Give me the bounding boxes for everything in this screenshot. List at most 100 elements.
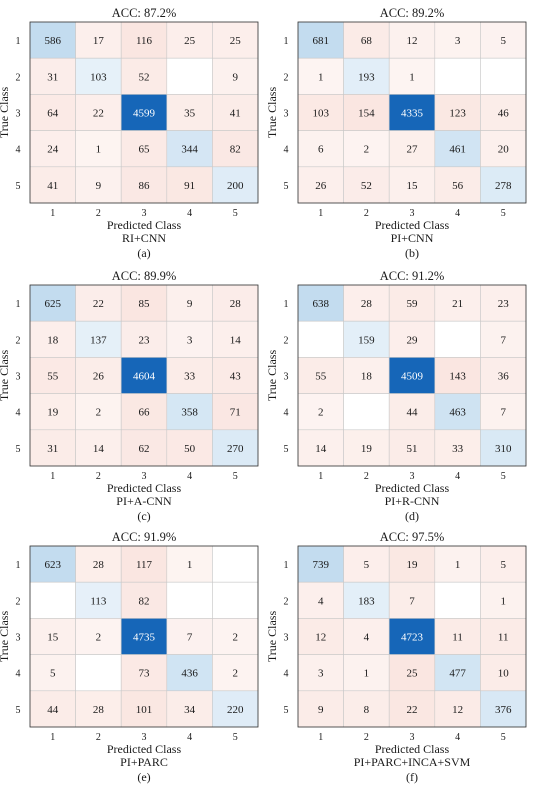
panel-b-xtick-2: 2 bbox=[364, 208, 369, 219]
panel-d-value-3-1: 55 bbox=[315, 371, 327, 383]
panel-a-cell-4-3 bbox=[120, 130, 168, 168]
panel-c-method: PI+A-CNN bbox=[116, 494, 172, 508]
panel-a-cell-2-3 bbox=[120, 57, 168, 95]
panel-c-cell-5-5 bbox=[212, 429, 259, 467]
panel-a-value-5-4: 91 bbox=[184, 180, 195, 192]
panel-b-cell-3-2 bbox=[343, 94, 390, 131]
panel-e-ytick-3: 3 bbox=[16, 633, 21, 644]
panel-e-cell-2-5 bbox=[212, 581, 259, 619]
panel-f-cell-2-5 bbox=[480, 581, 527, 619]
panel-c-value-1-3: 85 bbox=[139, 298, 151, 310]
panel-f-value-5-4: 12 bbox=[452, 704, 463, 716]
panel-a-ytick-3: 3 bbox=[16, 109, 21, 120]
panel-c-cell-5-4 bbox=[166, 429, 213, 467]
panel-b-ytick-5: 5 bbox=[284, 181, 289, 192]
panel-f-cell-1-5 bbox=[480, 545, 527, 583]
panel-b-cell-2-2 bbox=[343, 57, 390, 95]
panel-f-ytick-4: 4 bbox=[284, 669, 289, 680]
panel-e-panel-label: (e) bbox=[137, 770, 150, 784]
panel-d-ylabel: True Class bbox=[265, 350, 279, 402]
panel-b-cell-5-1 bbox=[297, 166, 344, 204]
panel-a-cell-1-2 bbox=[75, 21, 122, 59]
panel-f-value-1-2: 5 bbox=[364, 559, 370, 571]
panel-f-value-2-3: 7 bbox=[409, 595, 415, 607]
panel-e-cell-2-4 bbox=[166, 581, 213, 619]
panel-a-xtick-4: 4 bbox=[187, 208, 192, 219]
panel-e-cell-2-1 bbox=[29, 581, 76, 619]
panel-a-ytick-5: 5 bbox=[16, 181, 21, 192]
panel-e-value-1-4: 1 bbox=[187, 559, 193, 571]
panel-c-cell-4-1 bbox=[29, 393, 76, 431]
panel-d-value-2-5: 7 bbox=[500, 334, 506, 346]
panel-c-value-1-4: 9 bbox=[187, 298, 193, 310]
panel-f-frame bbox=[297, 545, 527, 728]
panel-d-cell-3-3 bbox=[388, 357, 436, 394]
panel-f-ytick-2: 2 bbox=[284, 596, 289, 607]
panel-c-cell-5-3 bbox=[120, 429, 168, 467]
panel-f-cell-1-2 bbox=[343, 545, 390, 583]
panel-e-ytick-5: 5 bbox=[16, 705, 21, 716]
panel-a-value-5-1: 41 bbox=[47, 180, 58, 192]
panel-b-value-3-4: 123 bbox=[449, 108, 466, 120]
panel-c-cell-2-3 bbox=[120, 320, 168, 358]
panel-d-cell-4-4 bbox=[434, 393, 481, 431]
panel-d-cell-5-4 bbox=[434, 429, 481, 467]
panel-b-value-5-3: 15 bbox=[407, 180, 419, 192]
panel-f-cell-3-3 bbox=[388, 618, 436, 655]
panel-a-value-4-2: 1 bbox=[96, 144, 102, 156]
panel-b-ytick-2: 2 bbox=[284, 72, 289, 83]
panel-b-cell-4-4 bbox=[434, 130, 481, 168]
panel-b-ytick-3: 3 bbox=[284, 109, 289, 120]
panel-f-value-4-4: 477 bbox=[449, 668, 466, 680]
panel-f-cell-5-2 bbox=[343, 690, 390, 728]
panel-f-value-3-4: 11 bbox=[452, 632, 463, 644]
panel-d-cell-2-4 bbox=[434, 320, 481, 358]
panel-b-value-5-5: 278 bbox=[495, 180, 512, 192]
panel-e-value-1-1: 623 bbox=[45, 559, 62, 571]
panel-e-cell-5-1 bbox=[29, 690, 76, 728]
panel-e-cell-4-5 bbox=[212, 654, 259, 692]
panel-d-ytick-1: 1 bbox=[284, 299, 289, 310]
panel-f-cell-2-1 bbox=[297, 581, 344, 619]
panel-c-panel-label: (c) bbox=[137, 509, 150, 523]
panel-b-value-3-1: 103 bbox=[313, 108, 330, 120]
panel-e-cell-2-2 bbox=[75, 581, 122, 619]
panel-d-cell-4-1 bbox=[297, 393, 344, 431]
panel-e-frame bbox=[29, 545, 259, 728]
panel-d-cell-3-2 bbox=[343, 357, 390, 394]
panel-a-value-1-3: 116 bbox=[136, 35, 153, 47]
panel-c-cell-3-2 bbox=[75, 357, 122, 394]
panel-a-value-4-3: 65 bbox=[139, 144, 151, 156]
panel-e-xtick-2: 2 bbox=[96, 732, 101, 743]
panel-e-xtick-3: 3 bbox=[142, 732, 147, 743]
panel-e-xtick-1: 1 bbox=[50, 732, 55, 743]
panel-c-cell-4-4 bbox=[166, 393, 213, 431]
panel-a-value-1-1: 586 bbox=[45, 35, 62, 47]
panel-d-value-3-4: 143 bbox=[449, 371, 466, 383]
panel-c-xtick-4: 4 bbox=[187, 471, 192, 482]
panel-d-value-2-2: 159 bbox=[358, 334, 375, 346]
panel-f-value-1-1: 739 bbox=[313, 559, 330, 571]
panel-b-cell-3-4 bbox=[434, 94, 481, 131]
panel-a-cell-1-1 bbox=[29, 21, 76, 59]
panel-b-xtick-4: 4 bbox=[455, 208, 460, 219]
panel-b-value-4-2: 2 bbox=[364, 144, 370, 156]
panel-d-xtick-4: 4 bbox=[455, 471, 460, 482]
panel-d-value-3-5: 36 bbox=[498, 371, 510, 383]
panel-d-value-3-3: 4509 bbox=[401, 371, 424, 383]
panel-e-value-1-2: 28 bbox=[93, 559, 105, 571]
panel-a-cell-5-1 bbox=[29, 166, 76, 204]
panel-f-cell-3-5 bbox=[480, 618, 527, 655]
panel-c-cell-5-1 bbox=[29, 429, 76, 467]
panel-d-value-1-3: 59 bbox=[407, 298, 419, 310]
panel-c-value-3-1: 55 bbox=[47, 371, 59, 383]
panel-e-ytick-2: 2 bbox=[16, 596, 21, 607]
panel-a-value-5-2: 9 bbox=[96, 180, 102, 192]
panel-f-value-5-3: 22 bbox=[407, 704, 418, 716]
panel-a-value-3-2: 22 bbox=[93, 108, 104, 120]
panel-b-frame bbox=[297, 21, 527, 204]
panel-d-cell-5-1 bbox=[297, 429, 344, 467]
panel-d-xlabel: Predicted Class bbox=[375, 481, 450, 495]
panel-c-ytick-3: 3 bbox=[16, 372, 21, 383]
panel-e-cell-5-3 bbox=[120, 690, 168, 728]
